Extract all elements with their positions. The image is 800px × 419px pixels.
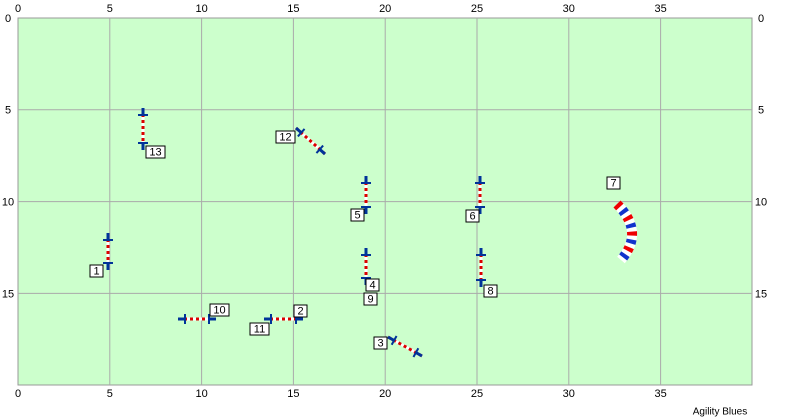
obstacle-number-box [606,176,621,190]
obstacle-number: 5 [354,209,360,221]
x-tick-label: 25 [471,3,483,15]
obstacle-number-box [249,322,270,336]
y-tick-label: 0 [758,13,764,25]
jump-post [412,347,420,358]
y-tick-label: 5 [758,105,764,117]
x-tick-label: 35 [654,388,666,400]
x-tick-label: 20 [379,388,391,400]
y-tick-label: 15 [755,288,767,300]
obstacle-number: 12 [279,131,291,143]
jump-wing [294,126,303,134]
jump [475,176,485,214]
obstacle-number: 10 [213,304,225,316]
obstacle-number: 8 [487,285,493,297]
x-tick-label: 0 [15,3,21,15]
x-tick-label: 35 [654,3,666,15]
jump-wing [318,148,327,156]
obstacle-number-box [89,264,104,278]
obstacle-number: 3 [377,337,383,349]
x-tick-label: 30 [563,3,575,15]
jump [178,314,216,324]
obstacle-number-box [350,208,365,222]
obstacle-number: 2 [297,305,303,317]
jump [103,233,113,270]
obstacle-number: 7 [610,177,616,189]
obstacle-number-box [363,292,378,306]
obstacle-number-box [293,304,308,318]
x-tick-label: 15 [287,3,299,15]
jump-wing [387,335,395,342]
jump-post [315,144,324,154]
y-tick-label: 10 [2,197,14,209]
x-tick-label: 10 [195,3,207,15]
tunnel-stripes-red [613,200,638,264]
x-tick-label: 20 [379,3,391,15]
obstacle-number: 11 [254,323,265,335]
obstacle-number-box [145,145,166,159]
obstacle-number-box [483,284,498,298]
obstacle-number: 1 [93,265,99,277]
jump [361,176,371,214]
obstacle-number-box [373,336,388,350]
x-tick-label: 25 [471,388,483,400]
obstacle-number-box [275,130,296,144]
x-tick-label: 30 [563,388,575,400]
obstacle-number: 9 [367,293,373,305]
obstacle-number: 6 [469,210,475,222]
tunnel-stripes-blue [613,200,638,264]
y-tick-label: 5 [5,105,11,117]
x-tick-label: 15 [287,388,299,400]
obstacle-number: 4 [369,279,375,291]
x-tick-label: 5 [107,388,113,400]
jump [294,126,327,156]
y-tick-label: 0 [5,13,11,25]
x-tick-label: 10 [195,388,207,400]
y-tick-label: 10 [755,197,767,209]
jump-post [390,335,398,346]
x-tick-label: 0 [15,388,21,400]
jump-wing [415,351,423,358]
footer: Agility Blues [693,407,747,418]
obstacle-number: 13 [149,146,161,158]
obstacle-number-box [465,209,480,223]
obstacle-number-box [365,278,380,292]
obstacle-number-box [209,303,230,317]
x-tick-label: 5 [107,3,113,15]
jump [387,335,423,358]
jump [476,248,486,287]
jump-post [297,128,306,138]
y-tick-label: 15 [2,288,14,300]
jump [138,108,148,150]
